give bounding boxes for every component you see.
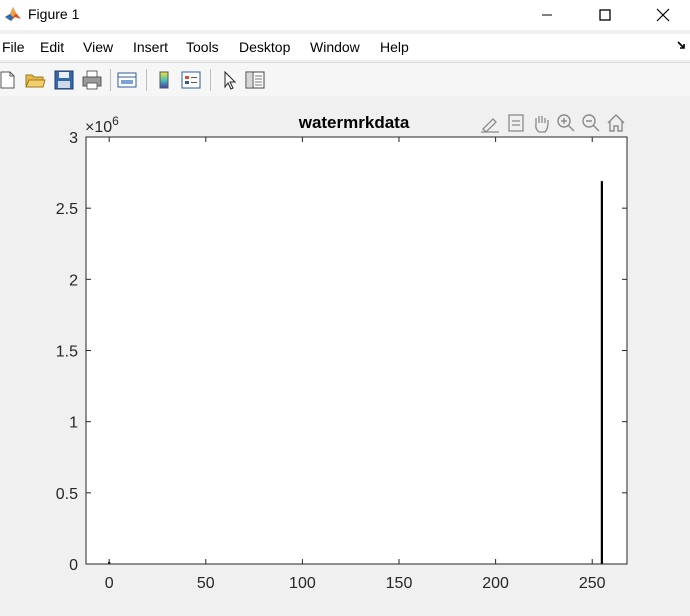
menu-view[interactable]: View xyxy=(83,39,114,55)
menu-help[interactable]: Help xyxy=(380,39,409,55)
y-tick-label: 0.5 xyxy=(56,486,78,503)
y-tick-label: 0 xyxy=(69,557,78,574)
x-tick-label: 250 xyxy=(579,575,606,592)
close-button[interactable] xyxy=(640,0,686,30)
maximize-button[interactable] xyxy=(582,0,628,30)
plot-area xyxy=(86,137,627,564)
zoom-out-icon[interactable] xyxy=(580,112,602,134)
open-file-icon[interactable] xyxy=(24,69,46,91)
legend-icon[interactable] xyxy=(180,69,202,91)
x-tick-label: 150 xyxy=(386,575,413,592)
matlab-logo-icon xyxy=(4,5,22,23)
property-inspector-icon[interactable] xyxy=(244,69,266,91)
exponent-base: ×10 xyxy=(85,119,112,136)
home-icon[interactable] xyxy=(605,112,627,134)
y-tick-label: 1.5 xyxy=(56,344,78,361)
y-tick-label: 2 xyxy=(69,272,78,289)
chart-title: watermrkdata xyxy=(298,113,410,132)
x-tick-label: 0 xyxy=(105,575,114,592)
menubar: File Edit View Insert Tools Desktop Wind… xyxy=(0,34,690,60)
x-tick-label: 200 xyxy=(482,575,509,592)
y-tick-label: 2.5 xyxy=(56,201,78,218)
dock-arrow-icon[interactable] xyxy=(676,40,688,52)
brush-icon[interactable] xyxy=(479,112,501,134)
y-tick-label: 1 xyxy=(69,415,78,432)
window-titlebar: Figure 1 xyxy=(0,0,690,30)
x-tick-label: 100 xyxy=(289,575,316,592)
exponent-power: 6 xyxy=(112,114,119,128)
data-tips-icon[interactable] xyxy=(505,112,527,134)
menu-file[interactable]: File xyxy=(2,39,25,55)
x-tick-labels: 0 50 100 150 200 250 xyxy=(105,575,606,592)
minimize-button[interactable] xyxy=(524,0,570,30)
pointer-icon[interactable] xyxy=(218,69,240,91)
exponent-label: ×106 xyxy=(85,114,119,136)
colorbar-icon[interactable] xyxy=(153,69,175,91)
y-tick-label: 3 xyxy=(69,130,78,147)
x-tick-label: 50 xyxy=(197,575,215,592)
maximize-icon xyxy=(599,9,611,21)
toolbar-separator xyxy=(110,69,111,91)
figure-toolbar xyxy=(0,62,690,97)
zoom-in-icon[interactable] xyxy=(555,112,577,134)
new-figure-icon[interactable] xyxy=(0,69,18,91)
pan-icon[interactable] xyxy=(530,112,552,134)
close-icon xyxy=(656,8,670,22)
menu-edit[interactable]: Edit xyxy=(40,39,65,55)
toolbar-separator xyxy=(210,69,211,91)
link-plot-icon[interactable] xyxy=(116,69,138,91)
window-title: Figure 1 xyxy=(28,6,80,22)
toolbar-separator xyxy=(146,69,147,91)
y-tick-labels: 0 0.5 1 1.5 2 2.5 3 xyxy=(56,130,78,574)
minimize-icon xyxy=(542,14,552,16)
print-icon[interactable] xyxy=(81,69,103,91)
menu-window[interactable]: Window xyxy=(310,39,360,55)
menu-insert[interactable]: Insert xyxy=(133,39,169,55)
save-icon[interactable] xyxy=(53,69,75,91)
histogram-bar xyxy=(600,181,603,564)
menu-desktop[interactable]: Desktop xyxy=(239,39,291,55)
axes-frame xyxy=(85,136,628,565)
menu-tools[interactable]: Tools xyxy=(186,39,219,55)
